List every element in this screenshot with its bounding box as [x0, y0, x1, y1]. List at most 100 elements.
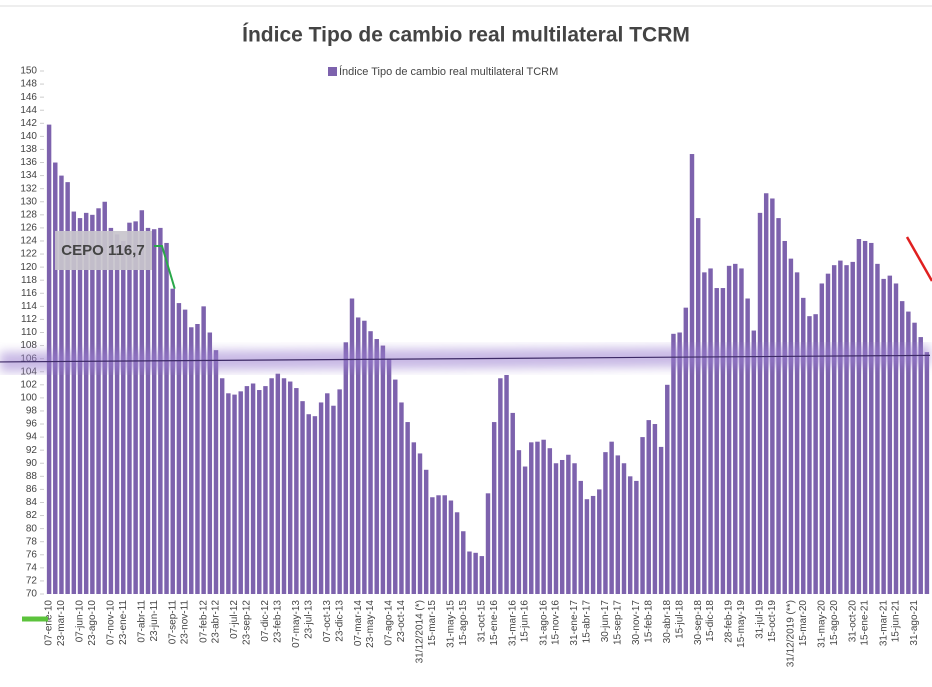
x-tick-label: 31-oct-20 — [847, 600, 858, 643]
x-tick-label: 30-sep-18 — [693, 600, 704, 645]
bar — [405, 422, 410, 594]
y-tick-label: 100 — [20, 393, 37, 404]
y-tick-label: 138 — [20, 144, 37, 155]
y-tick-label: 74 — [26, 562, 38, 573]
bar — [448, 500, 454, 594]
y-tick-label: 116 — [21, 288, 37, 299]
bar — [71, 211, 77, 594]
x-tick-label: 07-dic-12 — [260, 600, 271, 642]
x-tick-label: 23-feb-13 — [272, 600, 283, 643]
bar — [794, 272, 800, 594]
x-tick-label: 15-ene-21 — [860, 600, 871, 646]
x-tick-label: 07-oct-13 — [322, 600, 333, 643]
x-tick-label: 31-may-20 — [816, 600, 827, 648]
bar — [807, 316, 812, 594]
x-tick-label: 23-sep-12 — [242, 600, 253, 645]
bar — [498, 378, 503, 594]
bar — [671, 333, 676, 594]
bar — [757, 212, 763, 594]
bar — [349, 298, 355, 594]
marker — [905, 236, 932, 282]
bar — [176, 303, 182, 594]
x-tick-label: 15-nov-16 — [551, 600, 562, 645]
x-tick-label: 31-mar-21 — [878, 600, 889, 647]
x-tick-label: 07-ago-14 — [384, 600, 395, 646]
bar — [312, 416, 318, 594]
bar — [287, 381, 293, 594]
y-tick-label: 148 — [20, 79, 37, 90]
x-tick-label: 28-feb-19 — [724, 600, 735, 643]
bar — [553, 463, 559, 594]
bar — [862, 240, 868, 594]
bar — [603, 452, 608, 594]
bar — [213, 350, 219, 594]
x-tick-label: 31-jul-19 — [755, 600, 766, 639]
bar — [677, 332, 682, 594]
x-tick-label: 23-oct-14 — [396, 600, 407, 643]
bar — [597, 489, 602, 594]
y-tick-label: 104 — [20, 366, 37, 377]
bar — [813, 314, 818, 594]
bar — [510, 412, 515, 594]
bar — [195, 324, 200, 594]
bar — [250, 383, 256, 594]
x-tick-label: 23-jun-11 — [149, 600, 160, 642]
bar — [59, 175, 64, 594]
bar — [912, 322, 917, 594]
bar — [164, 242, 169, 594]
y-tick-label: 102 — [20, 379, 37, 390]
bar — [127, 222, 132, 595]
y-tick-label: 130 — [20, 196, 37, 207]
y-tick-label: 98 — [26, 406, 38, 417]
x-tick-label: 15-oct-19 — [767, 600, 778, 643]
bar — [133, 221, 138, 595]
bar — [207, 332, 213, 594]
x-tick-label: 07-ene-10 — [44, 600, 55, 646]
y-tick-label: 114 — [21, 301, 37, 312]
y-tick-label: 82 — [26, 510, 38, 521]
x-tick-label: 31/12/2014 (*) — [415, 600, 426, 663]
y-tick-label: 136 — [20, 157, 37, 168]
x-tick-label: 15-ago-20 — [829, 600, 840, 646]
y-tick-label: 110 — [21, 327, 37, 338]
bar — [609, 441, 614, 594]
bar — [529, 442, 534, 594]
x-tick-label: 31-ene-17 — [569, 600, 580, 646]
x-tick-label: 15-ene-16 — [489, 600, 500, 646]
x-tick-label: 07-feb-12 — [198, 600, 209, 643]
bar — [454, 512, 460, 594]
bar — [720, 288, 726, 594]
bar — [856, 239, 862, 595]
bar — [578, 480, 583, 594]
x-tick-label: 15-mar-20 — [798, 600, 809, 647]
bar — [850, 261, 855, 594]
bar — [844, 265, 849, 594]
y-tick-label: 122 — [20, 249, 37, 260]
y-tick-label: 112 — [21, 314, 37, 325]
x-tick-label: 15-jul-18 — [674, 600, 685, 639]
x-tick-label: 15-sep-17 — [612, 600, 623, 645]
bar — [102, 201, 107, 594]
y-tick-label: 150 — [20, 66, 37, 77]
y-tick-label: 140 — [20, 131, 37, 142]
bar — [504, 374, 509, 594]
bar — [96, 208, 101, 594]
bar — [306, 414, 311, 594]
bar — [695, 218, 701, 594]
y-tick-label: 86 — [26, 484, 38, 495]
bar — [590, 495, 596, 594]
bar — [114, 234, 120, 594]
bar — [831, 265, 837, 594]
x-tick-label: 23-nov-11 — [180, 600, 191, 645]
bar — [170, 288, 175, 594]
legend-swatch — [328, 67, 337, 76]
bar — [559, 459, 565, 594]
x-tick-label: 31-ago-21 — [909, 600, 920, 646]
x-tick-label: 15-ago-15 — [458, 600, 469, 646]
annotation-label: CEPO 116,7 — [61, 242, 144, 259]
bar — [689, 154, 695, 594]
bar — [683, 307, 689, 594]
bar — [893, 283, 899, 594]
bar — [652, 424, 658, 594]
